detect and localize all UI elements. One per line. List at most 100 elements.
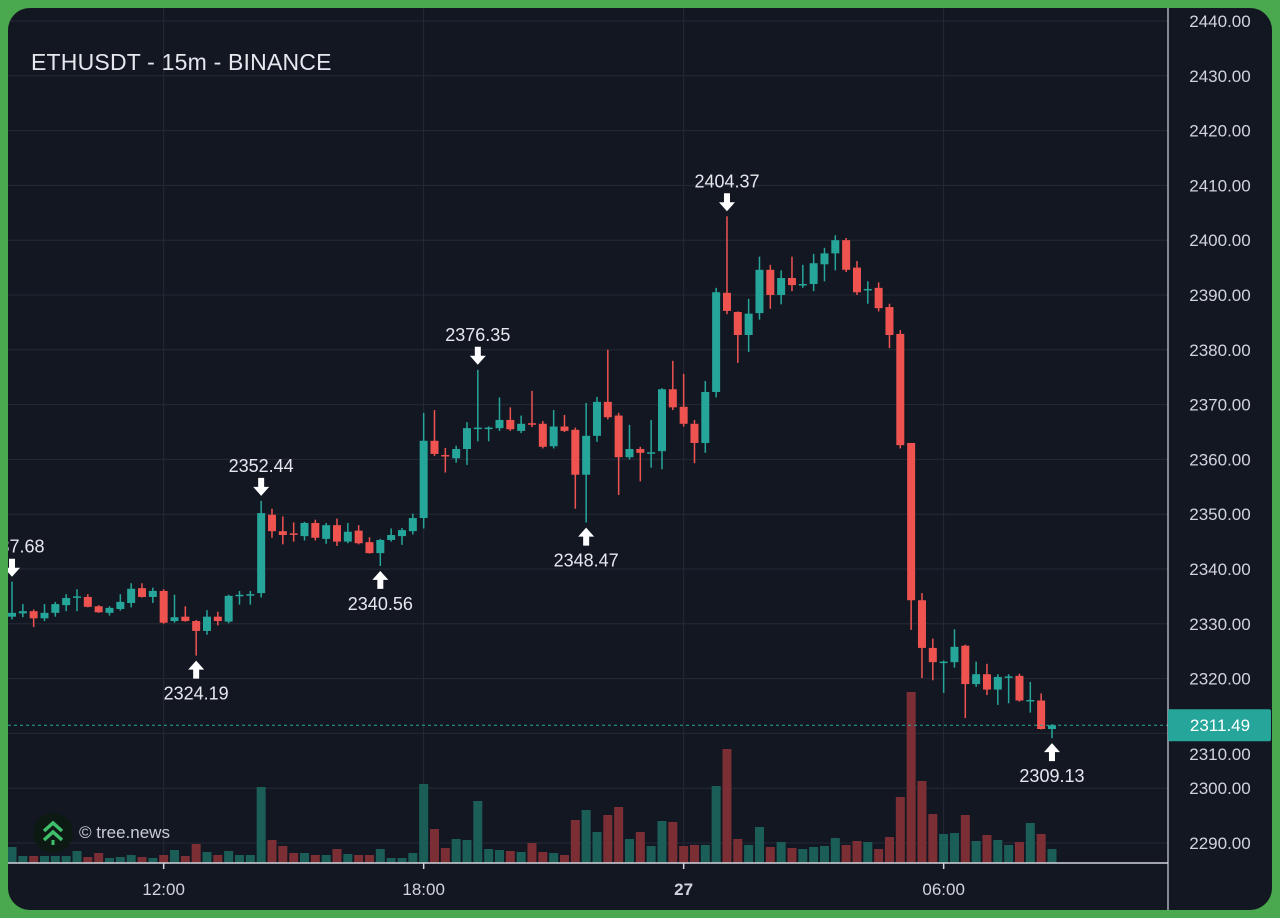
candle-body — [982, 674, 991, 690]
volume-bar — [429, 829, 439, 863]
price-tick-label: 2410.00 — [1189, 176, 1250, 195]
arrow-up-icon — [578, 527, 595, 546]
candle-body — [430, 440, 439, 454]
candle-body — [300, 522, 309, 537]
volume-bar — [971, 841, 981, 863]
candle-body — [246, 594, 255, 596]
candle-body — [213, 616, 222, 622]
arrow-down-icon — [718, 193, 735, 212]
volume-bar — [213, 855, 223, 863]
candle-body — [852, 267, 861, 293]
candle-body — [668, 389, 677, 408]
candle-body — [224, 595, 233, 622]
price-tick-label: 2320.00 — [1189, 670, 1250, 689]
volume-bar — [744, 845, 754, 863]
candle-body — [94, 606, 103, 613]
candle-body — [62, 598, 71, 606]
chart-title: ETHUSDT - 15m - BINANCE — [31, 49, 332, 75]
candle-body — [809, 263, 818, 285]
volume-bar — [494, 850, 504, 863]
volume-bar — [245, 855, 255, 863]
price-tick-label: 2310.00 — [1189, 745, 1250, 764]
candle-body — [343, 531, 352, 542]
price-tick-label: 2300.00 — [1189, 779, 1250, 798]
candle-body — [766, 269, 775, 295]
time-axis[interactable]: 12:00 18:00 27 06:00 — [8, 862, 1168, 899]
volume-bar — [711, 786, 721, 863]
candle-body — [538, 423, 547, 447]
volume-bar — [256, 787, 266, 863]
candle-body — [376, 539, 385, 554]
candle-body — [419, 440, 428, 519]
volume-bar — [18, 856, 28, 863]
volume-bar — [451, 839, 461, 863]
volume-bar — [462, 840, 472, 863]
candle-body — [820, 253, 829, 265]
candle-body — [148, 590, 157, 597]
candle-body — [939, 661, 948, 664]
volume-bar — [484, 849, 494, 863]
candle-body — [105, 607, 114, 613]
price-axis[interactable]: 2440.00 2430.00 2420.00 2410.00 2400.00 2390.… — [1167, 8, 1271, 910]
candle-body — [506, 419, 515, 430]
watermark-text: © tree.news — [79, 823, 170, 842]
volume-bar — [581, 810, 591, 863]
candle-body — [582, 435, 591, 475]
volume-bar — [332, 849, 342, 863]
volume-bar — [321, 855, 331, 863]
volume-bar — [343, 854, 353, 863]
volume-bar — [234, 855, 244, 863]
volume-bar — [72, 851, 82, 863]
volume-bar — [39, 856, 49, 863]
candle-body — [917, 600, 926, 648]
candle-body — [972, 674, 981, 685]
volume-bar — [505, 851, 515, 863]
volume-bar — [917, 781, 927, 863]
volume-bar — [809, 847, 819, 863]
time-tick-label: 27 — [674, 880, 693, 899]
candle-body — [127, 588, 136, 603]
annotation-label: 2348.47 — [554, 551, 619, 571]
volume-bar — [104, 858, 114, 863]
volume-bar — [289, 853, 299, 863]
volume-bar — [419, 784, 429, 863]
annotation-label: 2352.44 — [229, 456, 294, 476]
volume-bar — [8, 847, 17, 863]
annotations: 2337.68 2352.44 2376.35 2404.37 2324.19 2340.… — [8, 171, 1085, 786]
volume-bar — [657, 821, 667, 863]
candle-body — [842, 240, 851, 270]
candle-body — [354, 530, 363, 544]
volume-bar — [819, 846, 829, 863]
candle-body — [777, 278, 786, 295]
volume-bar — [689, 845, 699, 863]
price-tick-label: 2330.00 — [1189, 615, 1250, 634]
volume-bar — [949, 833, 959, 863]
grid — [8, 8, 1168, 863]
annotation-label: 2324.19 — [164, 684, 229, 704]
candle-body — [137, 588, 146, 597]
candle-body — [993, 676, 1002, 690]
volume-bar — [527, 843, 537, 863]
volume-bar — [570, 820, 580, 863]
candle-body — [192, 621, 201, 631]
price-tick-label: 2430.00 — [1189, 67, 1250, 86]
candle-body — [961, 645, 970, 685]
chart-panel: 2337.68 2352.44 2376.35 2404.37 2324.19 2340.… — [8, 8, 1272, 910]
volume-bar — [224, 851, 234, 863]
candle-body — [896, 333, 905, 446]
last-price-label: 2311.49 — [1190, 716, 1250, 735]
candle-body — [441, 455, 450, 457]
candles — [8, 216, 1056, 739]
volume-bar — [754, 827, 764, 863]
candle-body — [452, 448, 461, 459]
candle-body — [592, 401, 601, 436]
candlestick-chart[interactable]: 2337.68 2352.44 2376.35 2404.37 2324.19 2340.… — [8, 8, 1272, 910]
volume-bar — [397, 858, 407, 863]
candle-body — [397, 530, 406, 537]
candle-body — [1015, 675, 1024, 701]
candle-body — [311, 522, 320, 538]
candle-body — [18, 611, 27, 614]
annotation-label: 2337.68 — [8, 537, 45, 557]
volume-bar — [679, 846, 689, 863]
volume-bar — [982, 835, 992, 863]
